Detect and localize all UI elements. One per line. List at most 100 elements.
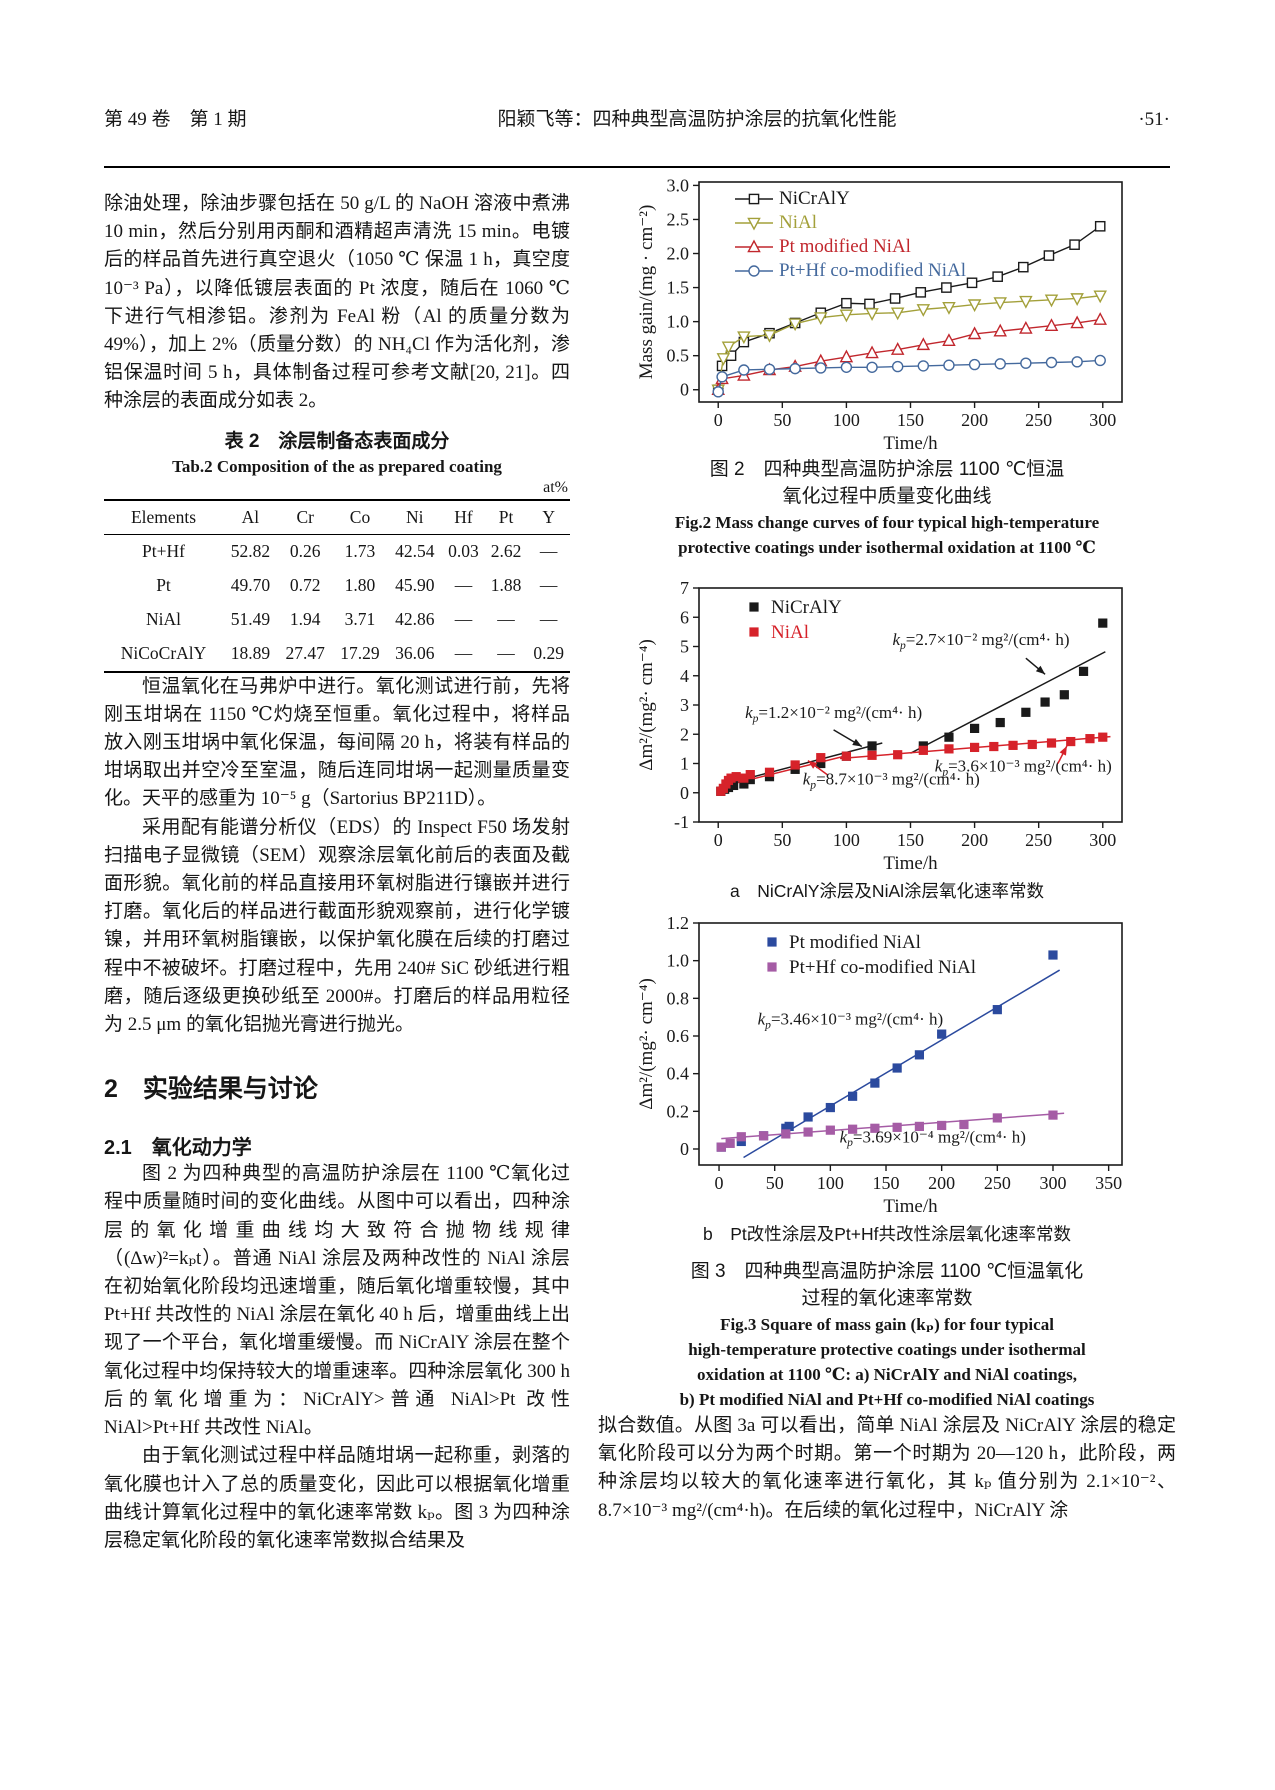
svg-text:150: 150 [897,410,924,430]
table-cell: 0.29 [533,643,564,664]
svg-text:200: 200 [961,410,988,430]
table-cell: 1.80 [344,575,376,596]
table-header-cell: Al [223,499,278,535]
table-cell: 1.88 [490,575,522,596]
svg-text:NiAl: NiAl [779,212,817,233]
svg-text:Δm²/(mg²· cm⁻⁴): Δm²/(mg²· cm⁻⁴) [636,639,657,771]
table-cell: 42.54 [395,541,435,562]
svg-text:100: 100 [832,830,859,850]
fig2-caption-zh-line2: 氧化过程中质量变化曲线 [782,486,992,507]
table-cell: 51.49 [230,609,271,630]
table-title-zh: 表 2 涂层制备态表面成分 [224,430,450,452]
page-number: ·51· [1138,109,1170,130]
svg-text:3.0: 3.0 [666,175,689,195]
table-row: Pt+Hf 52.82 0.26 1.73 42.54 0.03 2.62 — [104,534,570,569]
running-title: 阳颖飞等：四种典型高温防护涂层的抗氧化性能 [497,109,897,130]
composition-table: Elements Al Cr Co Ni Hf Pt Y Pt+Hf 52.82 0.26 1.73… [104,498,570,673]
table-cell: 3.71 [344,609,376,630]
table-cell: NiCoCrAlY [120,643,207,664]
table-cell: 36.06 [395,643,435,664]
left-column: 除油处理，除油步骤包括在 50 g/L 的 NaOH 溶液中煮沸 10 min，… [104,190,570,1555]
svg-text:250: 250 [1025,410,1052,430]
fig3a-rate-constant-chart: 0 50 100 150 200 250 300 -1 0 1 2 3 4 5 6 7 Time/h Δm²/(m… [636,578,1123,874]
table-cell: — [539,575,558,596]
svg-text:Time/h: Time/h [883,1196,938,1217]
fig3-caption-en-line3: oxidation at 1100 ℃: a) NiCrAlY and NiAl… [696,1365,1078,1384]
fig3-caption-en: Fig.3 Square of mass gain (kₚ) for four … [598,1312,1176,1412]
figure-3b: 0 50 100 150 200 250 300 350 0 0.2 0.4 0.6 0.8 1.0 1.2… [598,911,1176,1246]
svg-text:Time/h: Time/h [883,433,938,454]
figure-2: 0 50 100 150 200 250 300 0 0.5 1.0 1.5 2.0 2.5 3.0 Tim… [598,172,1176,560]
table-row: NiCoCrAlY 18.89 27.47 17.29 36.06 — — 0.29 [104,637,570,672]
svg-text:6: 6 [680,607,689,627]
svg-text:300: 300 [1089,410,1116,430]
svg-text:200: 200 [961,830,988,850]
table-cell: 52.82 [230,541,271,562]
fig2-mass-gain-chart: 0 50 100 150 200 250 300 0 0.5 1.0 1.5 2.0 2.5 3.0 Tim… [636,175,1123,454]
right-column: 0 50 100 150 200 250 300 0 0.5 1.0 1.5 2.0 2.5 3.0 Tim… [598,172,1176,1525]
svg-text:100: 100 [816,1173,843,1193]
svg-text:250: 250 [1025,830,1052,850]
svg-text:2.0: 2.0 [666,244,689,264]
svg-text:4: 4 [680,666,689,686]
table-cell: Pt+Hf [142,541,185,562]
svg-text:kp=1.2×10⁻² mg²/(cm⁴· h): kp=1.2×10⁻² mg²/(cm⁴· h) [745,703,922,725]
svg-text:kp=8.7×10⁻³ mg²/(cm⁴· h): kp=8.7×10⁻³ mg²/(cm⁴· h) [802,770,979,792]
fig3-caption-en-line4: b) Pt modified NiAl and Pt+Hf co-modifie… [679,1390,1095,1409]
section-heading-2: 2 实验结果与讨论 [104,1075,318,1104]
fig2-caption-en-line2: protective coatings under isothermal oxi… [678,538,1096,557]
fig2-caption-en: Fig.2 Mass change curves of four typical… [598,510,1176,560]
table-header-cell: Ni [387,499,443,535]
svg-text:kp=3.6×10⁻³ mg²/(cm⁴· h): kp=3.6×10⁻³ mg²/(cm⁴· h) [934,757,1111,779]
section-heading-2-1: 2.1 氧化动力学 [104,1137,252,1160]
fig2-caption-en-line1: Fig.2 Mass change curves of four typical… [674,513,1100,532]
table-cell: — [497,609,515,630]
table-header-cell: Elements [104,499,224,535]
svg-text:0: 0 [680,783,689,803]
table-cell: 0.03 [448,541,479,562]
svg-text:150: 150 [872,1173,899,1193]
fig2-caption-zh: 图 2 四种典型高温防护涂层 1100 ℃恒温 氧化过程中质量变化曲线 [598,456,1176,510]
table-cell: — [539,609,558,630]
svg-text:5: 5 [680,637,689,657]
paragraph: 图 2 为四种典型的高温防护涂层在 1100 ℃氧化过程中质量随时间的变化曲线。… [104,1163,570,1439]
fig2-caption-zh-line1: 图 2 四种典型高温防护涂层 1100 ℃恒温 [709,459,1065,480]
table-body: Pt+Hf 52.82 0.26 1.73 42.54 0.03 2.62 — Pt 49.70 0… [104,534,570,672]
table-cell: 27.47 [285,643,325,664]
fig3-caption-zh-line1: 图 3 四种典型高温防护涂层 1100 ℃恒温氧化 [690,1261,1084,1282]
svg-text:0.4: 0.4 [666,1064,689,1084]
table-cell: 0.72 [289,575,321,596]
svg-text:Δm²/(mg²· cm⁻⁴): Δm²/(mg²· cm⁻⁴) [636,978,657,1110]
svg-text:0: 0 [680,380,689,400]
table-title-en: Tab.2 Composition of the as prepared coa… [172,456,502,476]
svg-text:NiCrAlY: NiCrAlY [779,188,850,209]
svg-text:1.5: 1.5 [666,278,689,298]
fig3-caption-en-line1: Fig.3 Square of mass gain (kₚ) for four … [720,1315,1054,1334]
svg-text:Mass gain/(mg · cm⁻²): Mass gain/(mg · cm⁻²) [636,205,657,380]
svg-text:50: 50 [765,1173,783,1193]
svg-text:250: 250 [983,1173,1010,1193]
svg-text:0.6: 0.6 [666,1026,689,1046]
svg-text:0: 0 [713,830,722,850]
table-cell: — [454,575,473,596]
svg-text:0.8: 0.8 [666,988,689,1008]
svg-text:50: 50 [773,410,791,430]
fig3b-sublabel: b Pt改性涂层及Pt+Hf共改性涂层氧化速率常数 [702,1224,1072,1244]
svg-text:300: 300 [1089,830,1116,850]
svg-text:kp=3.46×10⁻³ mg²/(cm⁴· h): kp=3.46×10⁻³ mg²/(cm⁴· h) [757,1010,943,1032]
svg-text:Pt modified NiAl: Pt modified NiAl [779,236,911,257]
svg-text:0.2: 0.2 [666,1101,689,1121]
svg-text:NiCrAlY: NiCrAlY [771,597,842,618]
svg-text:kp=3.69×10⁻⁴ mg²/(cm⁴· h): kp=3.69×10⁻⁴ mg²/(cm⁴· h) [839,1127,1025,1149]
figure-3a: 0 50 100 150 200 250 300 -1 0 1 2 3 4 5 6 7 Time/h Δm²/(m… [598,576,1176,903]
svg-text:1.0: 1.0 [666,951,689,971]
svg-text:0: 0 [680,1139,689,1159]
svg-text:50: 50 [773,830,791,850]
svg-text:0: 0 [713,410,722,430]
table-cell: 0.26 [289,541,321,562]
fig3-caption-zh: 图 3 四种典型高温防护涂层 1100 ℃恒温氧化 过程的氧化速率常数 [598,1258,1176,1312]
svg-text:1.0: 1.0 [666,312,689,332]
svg-text:NiAl: NiAl [771,622,809,643]
svg-text:Pt modified NiAl: Pt modified NiAl [789,932,921,953]
